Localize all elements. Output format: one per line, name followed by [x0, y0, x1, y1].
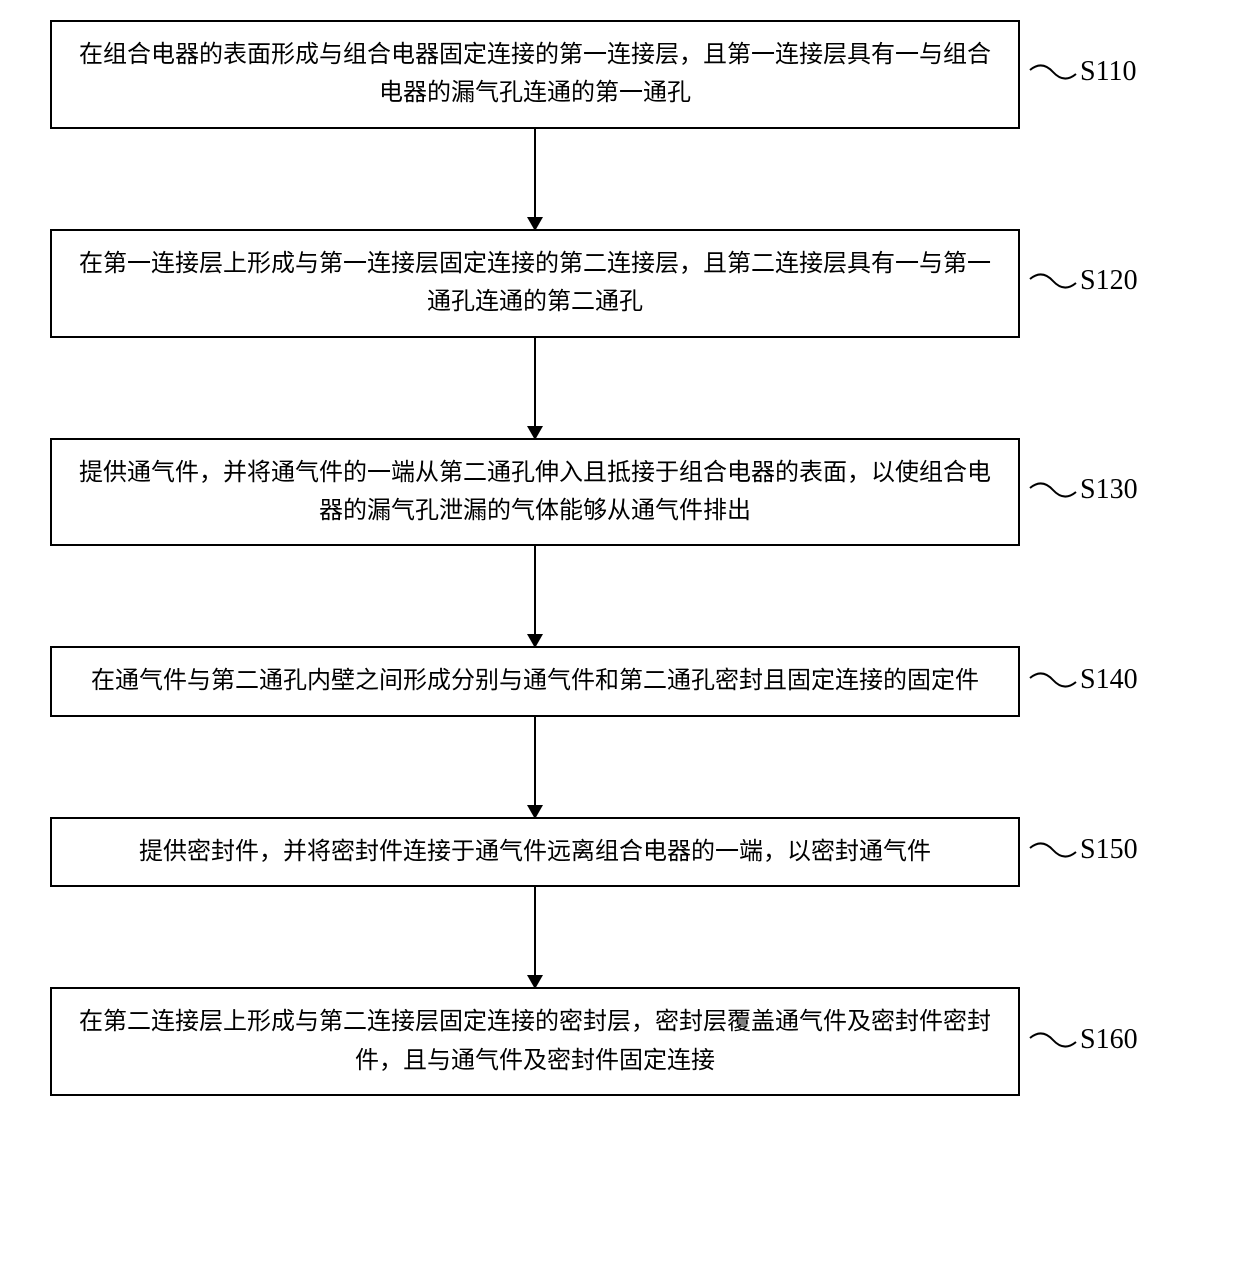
step-box: 在第二连接层上形成与第二连接层固定连接的密封层，密封层覆盖通气件及密封件密封件，… — [50, 987, 1020, 1096]
step-label: S160 — [1080, 1024, 1138, 1056]
arrow-down-icon — [534, 717, 536, 817]
arrow-down-icon — [534, 129, 536, 229]
step-label-wrap: S150 — [1028, 834, 1138, 870]
swash-icon — [1028, 670, 1078, 690]
step-label: S110 — [1080, 56, 1137, 88]
step-row: 在第一连接层上形成与第一连接层固定连接的第二连接层，且第二连接层具有一与第一通孔… — [40, 229, 1200, 338]
step-label-wrap: S140 — [1028, 664, 1138, 700]
step-label: S150 — [1080, 834, 1138, 866]
arrow-wrap — [50, 887, 1020, 987]
arrow-wrap — [50, 338, 1020, 438]
arrow-wrap — [50, 129, 1020, 229]
step-row: 在第二连接层上形成与第二连接层固定连接的密封层，密封层覆盖通气件及密封件密封件，… — [40, 987, 1200, 1096]
swash-icon — [1028, 1030, 1078, 1050]
arrow-down-icon — [534, 338, 536, 438]
step-box: 在第一连接层上形成与第一连接层固定连接的第二连接层，且第二连接层具有一与第一通孔… — [50, 229, 1020, 338]
step-row: 提供密封件，并将密封件连接于通气件远离组合电器的一端，以密封通气件 S150 — [40, 817, 1200, 887]
step-label: S120 — [1080, 265, 1138, 297]
arrow-down-icon — [534, 546, 536, 646]
arrow-wrap — [50, 717, 1020, 817]
step-text: 提供通气件，并将通气件的一端从第二通孔伸入且抵接于组合电器的表面，以使组合电器的… — [72, 454, 998, 531]
swash-icon — [1028, 480, 1078, 500]
step-label: S140 — [1080, 664, 1138, 696]
step-row: 提供通气件，并将通气件的一端从第二通孔伸入且抵接于组合电器的表面，以使组合电器的… — [40, 438, 1200, 547]
step-label-wrap: S130 — [1028, 474, 1138, 510]
step-text: 提供密封件，并将密封件连接于通气件远离组合电器的一端，以密封通气件 — [72, 833, 998, 871]
step-row: 在通气件与第二通孔内壁之间形成分别与通气件和第二通孔密封且固定连接的固定件 S14… — [40, 646, 1200, 716]
step-box: 在通气件与第二通孔内壁之间形成分别与通气件和第二通孔密封且固定连接的固定件 — [50, 646, 1020, 716]
step-row: 在组合电器的表面形成与组合电器固定连接的第一连接层，且第一连接层具有一与组合电器… — [40, 20, 1200, 129]
step-label: S130 — [1080, 474, 1138, 506]
step-text: 在第二连接层上形成与第二连接层固定连接的密封层，密封层覆盖通气件及密封件密封件，… — [72, 1003, 998, 1080]
step-box: 提供通气件，并将通气件的一端从第二通孔伸入且抵接于组合电器的表面，以使组合电器的… — [50, 438, 1020, 547]
flowchart: 在组合电器的表面形成与组合电器固定连接的第一连接层，且第一连接层具有一与组合电器… — [40, 20, 1200, 1096]
step-text: 在通气件与第二通孔内壁之间形成分别与通气件和第二通孔密封且固定连接的固定件 — [72, 662, 998, 700]
step-box: 在组合电器的表面形成与组合电器固定连接的第一连接层，且第一连接层具有一与组合电器… — [50, 20, 1020, 129]
arrow-down-icon — [534, 887, 536, 987]
swash-icon — [1028, 271, 1078, 291]
step-text: 在第一连接层上形成与第一连接层固定连接的第二连接层，且第二连接层具有一与第一通孔… — [72, 245, 998, 322]
swash-icon — [1028, 840, 1078, 860]
swash-icon — [1028, 62, 1078, 82]
step-text: 在组合电器的表面形成与组合电器固定连接的第一连接层，且第一连接层具有一与组合电器… — [72, 36, 998, 113]
step-label-wrap: S160 — [1028, 1024, 1138, 1060]
arrow-wrap — [50, 546, 1020, 646]
step-label-wrap: S120 — [1028, 265, 1138, 301]
step-box: 提供密封件，并将密封件连接于通气件远离组合电器的一端，以密封通气件 — [50, 817, 1020, 887]
step-label-wrap: S110 — [1028, 56, 1137, 92]
